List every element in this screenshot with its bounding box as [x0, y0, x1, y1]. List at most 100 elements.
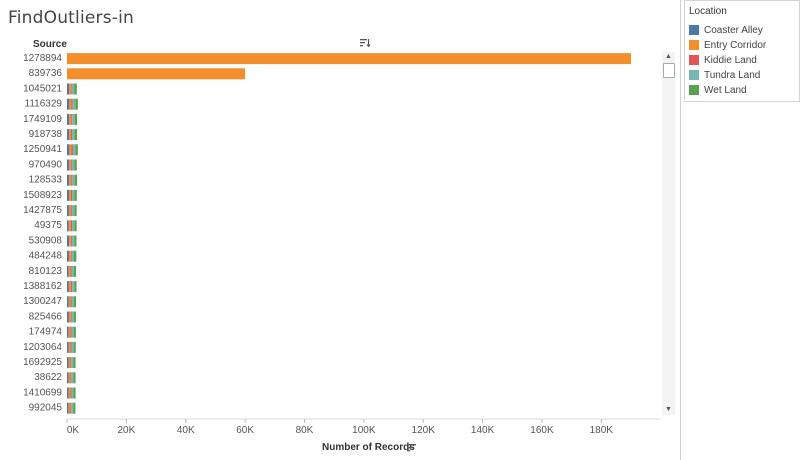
bar-segment — [71, 205, 75, 217]
legend-label: Tundra Land — [704, 69, 761, 81]
bar-segment — [71, 296, 74, 308]
legend-title: Location — [689, 6, 727, 17]
bar-segment — [75, 98, 78, 110]
bar-segment — [67, 68, 246, 80]
bar-segment — [71, 311, 74, 323]
bar-segment — [67, 189, 70, 201]
bar-segment — [71, 113, 73, 125]
row-label: 1203064 — [23, 342, 62, 353]
color-legend: Location Coaster Alley Entry Corridor Ki… — [684, 0, 800, 102]
y-axis-header: Source — [33, 39, 67, 50]
bar-segment — [68, 311, 71, 323]
bar-segment — [74, 220, 77, 232]
scroll-up-arrow-icon[interactable]: ▲ — [665, 53, 672, 60]
legend-label: Entry Corridor — [704, 39, 767, 51]
x-tick-label: 60K — [236, 425, 254, 436]
bar-segment — [67, 144, 70, 156]
legend-swatch — [689, 40, 699, 50]
row-label: 1749109 — [23, 114, 62, 125]
bar-segment — [67, 220, 69, 232]
legend-item-entry-corridor[interactable]: Entry Corridor — [689, 39, 766, 51]
legend-item-wet-land[interactable]: Wet Land — [689, 84, 747, 96]
sort-axis-icon[interactable] — [406, 442, 417, 453]
sort-descending-icon[interactable] — [359, 37, 371, 49]
legend-item-kiddie-land[interactable]: Kiddie Land — [689, 54, 757, 66]
bar-segment — [72, 98, 76, 110]
x-tick-label: 80K — [296, 425, 314, 436]
bar-segment — [73, 250, 77, 262]
bar-segment — [71, 159, 75, 171]
bar-segment — [67, 129, 70, 141]
bar-segment — [68, 220, 71, 232]
bar-segment — [72, 281, 75, 293]
bar-segment — [72, 144, 76, 156]
row-label: 484248 — [29, 251, 63, 262]
row-label: 1427875 — [23, 205, 62, 216]
vertical-scrollbar[interactable]: ▲ ▼ — [662, 52, 675, 415]
bar-segment — [69, 129, 72, 141]
bar-segment — [71, 265, 74, 277]
bar-segment — [74, 113, 78, 125]
legend-item-tundra-land[interactable]: Tundra Land — [689, 69, 760, 81]
row-label: 49375 — [34, 220, 62, 231]
bar-segment — [68, 372, 71, 384]
bar-segment — [74, 159, 77, 171]
bar-segment — [67, 281, 69, 293]
sheet-title: FindOutliers-in — [8, 8, 135, 28]
bar-segment — [67, 326, 69, 338]
bar-segment — [70, 83, 72, 95]
bar-segment — [71, 326, 74, 338]
x-tick-label: 120K — [412, 425, 436, 436]
bar-segment — [71, 83, 75, 95]
row-label: 1045021 — [23, 83, 62, 94]
row-label: 174974 — [29, 327, 63, 338]
bar-segment — [73, 265, 77, 277]
row-label: 1692925 — [23, 357, 62, 368]
bar-segment — [74, 174, 78, 186]
bar-segment — [69, 189, 72, 201]
bar-segment — [70, 265, 72, 277]
bar-segment — [72, 129, 75, 141]
bar-segment — [68, 281, 71, 293]
row-label: 377374 — [29, 418, 63, 429]
bar-segment — [70, 281, 73, 293]
legend-item-coaster-alley[interactable]: Coaster Alley — [689, 24, 763, 36]
bar-segment — [67, 357, 69, 369]
bar-chart: 1278894 839736 1045021 1116329 1749109 918738… — [23, 53, 660, 436]
bar-segment — [67, 235, 70, 247]
bar-segment — [70, 402, 72, 414]
row-label: 839736 — [29, 68, 63, 79]
legend-swatch — [689, 70, 699, 80]
legend-swatch — [689, 55, 699, 65]
row-label: 128533 — [29, 175, 63, 186]
x-tick-label: 40K — [177, 425, 195, 436]
bar-segment — [71, 387, 74, 399]
bar-segment — [68, 250, 71, 262]
bar-segment — [68, 387, 71, 399]
bar-segment — [71, 402, 74, 414]
legend-label: Coaster Alley — [704, 24, 763, 36]
bar-segment — [71, 372, 74, 384]
bar-segment — [68, 296, 71, 308]
bar-segment — [71, 144, 73, 156]
row-label: 1410699 — [23, 387, 62, 398]
bar-segment — [70, 296, 72, 308]
bar-segment — [67, 296, 69, 308]
bar-segment — [69, 144, 72, 156]
legend-label: Kiddie Land — [704, 54, 757, 66]
bar-segment — [71, 129, 73, 141]
bar-segment — [70, 311, 72, 323]
legend-swatch — [689, 85, 699, 95]
x-tick-label: 140K — [471, 425, 495, 436]
scroll-down-arrow-icon[interactable]: ▼ — [665, 406, 672, 413]
bar-segment — [67, 372, 69, 384]
bar-segment — [67, 265, 69, 277]
bar-segment — [70, 159, 72, 171]
row-label: 38622 — [34, 372, 62, 383]
bar-segment — [67, 83, 70, 95]
bar-segment — [68, 265, 71, 277]
bar-segment — [69, 159, 71, 171]
bar-segment — [67, 341, 69, 353]
bar-segment — [70, 326, 72, 338]
scrollbar-thumb[interactable] — [663, 63, 675, 78]
